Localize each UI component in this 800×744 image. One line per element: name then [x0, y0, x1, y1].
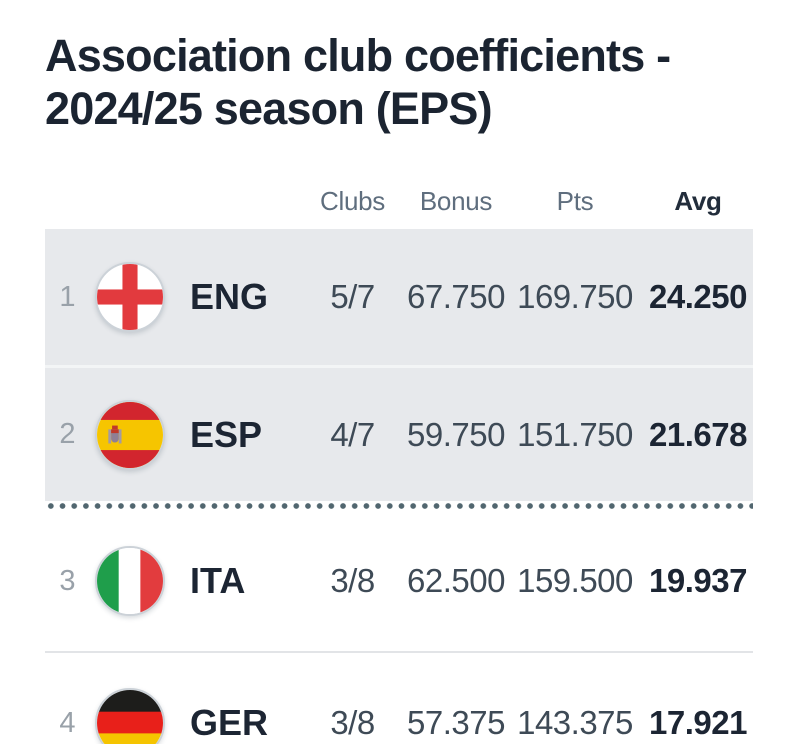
rank-number: 1 [59, 280, 76, 313]
italy-flag-icon [95, 546, 165, 617]
table-header-row: Clubs Bonus Pts Avg [45, 181, 753, 221]
page-title-line2: 2024/25 season (EPS) [45, 82, 493, 134]
rank-number: 3 [59, 564, 76, 597]
row-divider [45, 651, 753, 654]
dotted-cutoff-separator [45, 501, 753, 512]
column-header-pts: Pts [556, 185, 594, 216]
clubs-value: 5/7 [330, 278, 375, 316]
clubs-value: 3/8 [330, 562, 375, 600]
column-header-clubs: Clubs [320, 185, 385, 216]
avg-value: 19.937 [649, 562, 747, 600]
england-flag-icon [95, 262, 165, 333]
page-title: Association club coefficients - 2024/25 … [45, 30, 735, 135]
table-row-ita: 3 ITA 3/8 62.500 159.500 19.937 [45, 511, 753, 651]
association-code: GER [190, 702, 269, 744]
column-header-avg: Avg [674, 185, 722, 216]
bonus-value: 57.375 [407, 704, 505, 742]
association-code: ENG [190, 276, 269, 318]
pts-value: 169.750 [517, 278, 633, 316]
spain-flag-icon [95, 399, 165, 470]
association-code: ITA [190, 560, 246, 602]
avg-value: 21.678 [649, 415, 747, 453]
pts-value: 151.750 [517, 415, 633, 453]
table-row-eng: 1 ENG 5/7 67.750 169.750 [45, 229, 753, 365]
rank-number: 4 [59, 706, 76, 739]
clubs-value: 3/8 [330, 704, 375, 742]
bonus-value: 62.500 [407, 562, 505, 600]
bonus-value: 59.750 [407, 415, 505, 453]
pts-value: 143.375 [517, 704, 633, 742]
germany-flag-icon [95, 688, 165, 744]
page-title-line1: Association club coefficients - [45, 30, 671, 81]
clubs-value: 4/7 [330, 415, 375, 453]
pts-value: 159.500 [517, 562, 633, 600]
spain-crest [108, 425, 122, 444]
column-header-bonus: Bonus [419, 185, 493, 216]
coefficients-table: Clubs Bonus Pts Avg 1 [45, 181, 753, 744]
bonus-value: 67.750 [407, 278, 505, 316]
avg-value: 17.921 [649, 704, 747, 742]
table-row-esp: 2 [45, 365, 753, 501]
association-code: ESP [190, 413, 263, 455]
highlighted-rows-block: 1 ENG 5/7 67.750 169.750 [45, 229, 753, 502]
table-row-ger: 4 GER 3/8 57.375 143.375 17.921 [45, 653, 753, 744]
avg-value: 24.250 [649, 278, 747, 316]
rank-number: 2 [59, 418, 76, 451]
